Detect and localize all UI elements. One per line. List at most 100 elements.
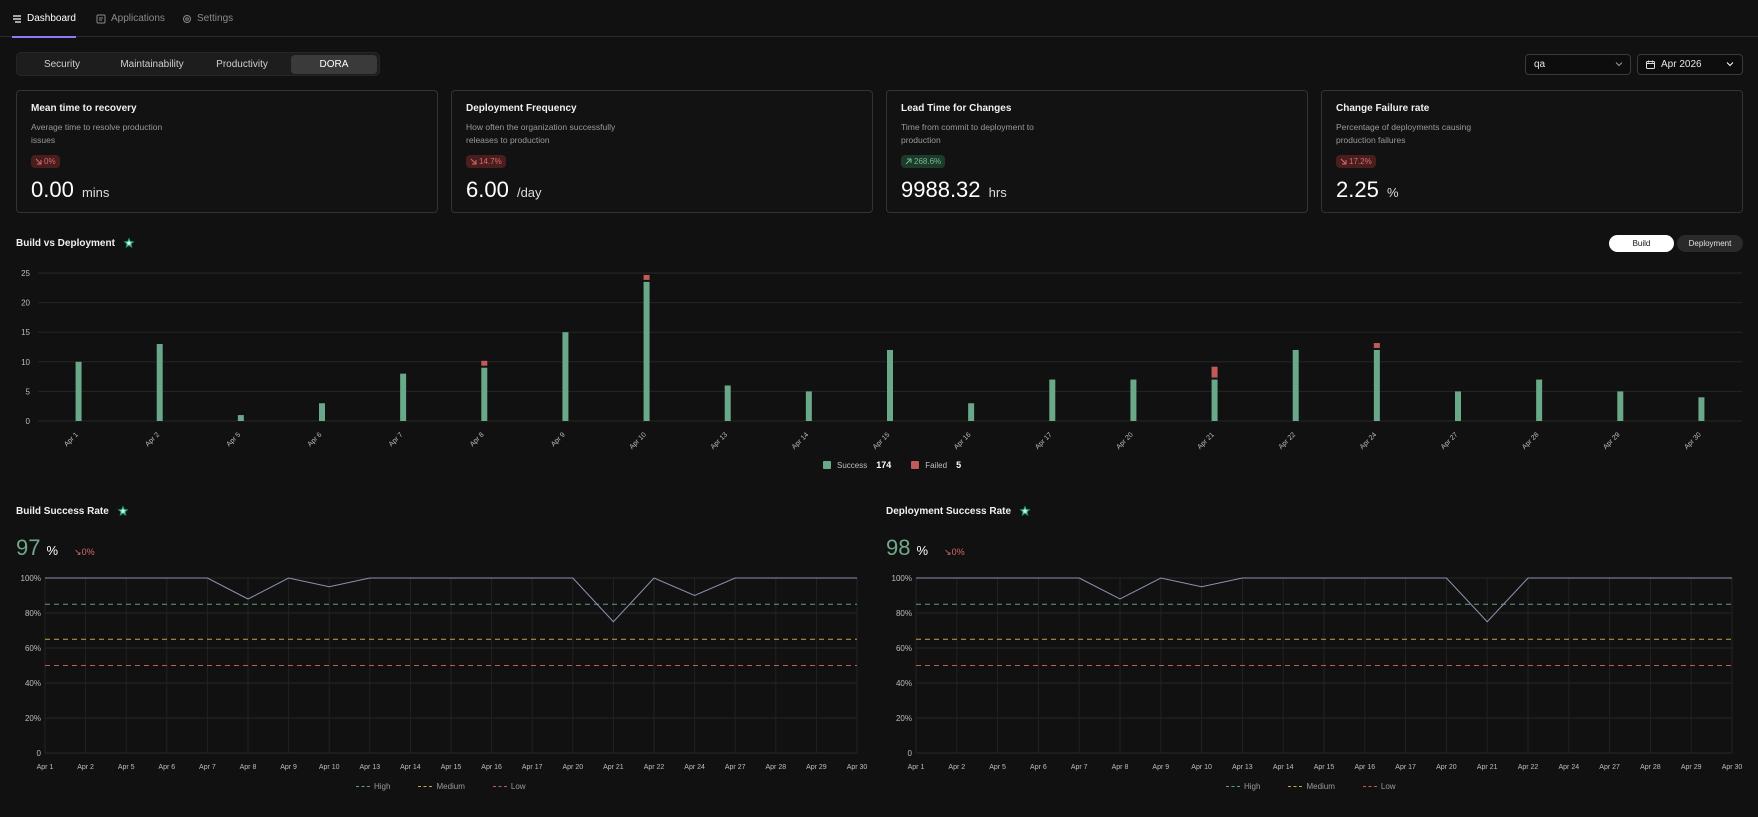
applications-icon	[96, 14, 106, 23]
x-tick-label: Apr 8	[240, 764, 257, 771]
legend-swatch-success	[823, 461, 831, 469]
y-tick-label: 20%	[25, 714, 41, 723]
x-tick-label: Apr 20	[1115, 431, 1135, 450]
environment-select[interactable]: qa	[1525, 54, 1631, 75]
subtab-security[interactable]: Security	[43, 59, 81, 70]
trend-value: 17.2%	[1349, 157, 1372, 166]
legend-high: High	[1226, 782, 1260, 791]
bar-failed	[1211, 366, 1218, 378]
x-tick-label: Apr 8	[469, 431, 486, 448]
month-select[interactable]: Apr 2026	[1637, 54, 1743, 75]
bar-success	[1698, 397, 1705, 421]
rate-unit: %	[46, 543, 59, 558]
deployment-success-rate-chart: 0 20% 40% 60% 80% 100% Apr 1 Apr 2 Apr 5 Apr 6 Apr…	[892, 574, 1743, 771]
build-success-rate-chart: 0 20% 40% 60% 80% 100% Apr 1 Apr 2 Apr 5 Apr 6 Apr…	[21, 574, 868, 771]
card-description: Percentage of deployments causing produc…	[1336, 122, 1472, 145]
x-tick-label: Apr 10	[628, 431, 648, 450]
bar-success	[1617, 391, 1624, 421]
bar-success	[805, 391, 812, 421]
card-lead-time-for-changes: Lead Time for Changes Time from commit t…	[886, 90, 1308, 213]
y-tick-label: 5	[26, 387, 31, 396]
x-tick-label: Apr 30	[847, 764, 868, 771]
x-tick-label: Apr 14	[791, 431, 811, 450]
x-tick-label: Apr 2	[948, 764, 965, 771]
section-title-text: Build Success Rate	[16, 505, 109, 517]
y-tick-label: 100%	[21, 574, 41, 583]
tab-settings[interactable]: Settings	[182, 0, 233, 37]
tab-applications[interactable]: Applications	[96, 0, 165, 37]
legend-low-label: Low	[1380, 782, 1396, 791]
bar-success	[1536, 379, 1543, 421]
x-tick-label: Apr 13	[1232, 764, 1253, 771]
metric-unit: hrs	[988, 185, 1007, 200]
x-tick-label: Apr 17	[522, 764, 543, 771]
y-tick-label: 80%	[896, 609, 912, 618]
subtab-dora[interactable]: DORA	[291, 55, 377, 74]
x-tick-label: Apr 9	[550, 431, 567, 448]
legend-high: High	[356, 782, 390, 791]
x-tick-label: Apr 14	[400, 764, 421, 771]
x-tick-label: Apr 20	[1436, 764, 1457, 771]
trend-badge: 14.7%	[466, 155, 506, 168]
x-tick-label: Apr 21	[1477, 764, 1498, 771]
build-vs-deployment-chart: 0 5 10 15 20 25 Apr 1 Apr 2 Apr 5 Apr 6 Apr 7 Apr 8…	[21, 269, 1742, 450]
rate-number: 97	[16, 535, 41, 560]
y-tick-label: 0	[908, 749, 913, 758]
success-rate-line	[916, 577, 1732, 623]
x-tick-label: Apr 16	[953, 431, 973, 450]
x-tick-label: Apr 21	[1196, 431, 1216, 450]
metric-number: 6.00	[466, 177, 509, 202]
top-nav: Dashboard Applications Settings	[0, 0, 1758, 38]
tab-dashboard-label: Dashboard	[27, 13, 76, 24]
x-tick-label: Apr 1	[37, 764, 54, 771]
legend-high-label: High	[1244, 782, 1261, 791]
legend-swatch-failed	[911, 461, 920, 469]
x-tick-label: Apr 7	[388, 431, 405, 448]
x-tick-label: Apr 22	[1278, 431, 1298, 450]
x-tick-label: Apr 16	[481, 764, 502, 771]
metric-unit: %	[1386, 185, 1399, 200]
bar-success	[1130, 379, 1137, 421]
x-tick-label: Apr 29	[1602, 431, 1622, 450]
deployment-success-rate-title: Deployment Success Rate	[886, 505, 1031, 517]
section-title-text: Build vs Deployment	[16, 237, 115, 249]
x-tick-label: Apr 1	[908, 764, 925, 771]
section-title-text: Deployment Success Rate	[886, 505, 1012, 517]
legend-failed-label: Failed	[925, 460, 948, 470]
rate-delta-value: 0%	[951, 547, 965, 557]
x-tick-label: Apr 9	[1152, 764, 1169, 771]
trend-badge: 17.2%	[1336, 155, 1376, 168]
card-deployment-frequency: Deployment Frequency How often the organ…	[451, 90, 873, 213]
y-tick-label: 60%	[896, 644, 912, 653]
card-title: Deployment Frequency	[466, 103, 577, 114]
metric-value: 6.00 /day	[466, 177, 542, 203]
x-tick-label: Apr 6	[158, 764, 175, 771]
metric-value: 9988.32 hrs	[901, 177, 1007, 203]
rate-unit: %	[916, 543, 929, 558]
tab-dashboard[interactable]: Dashboard	[12, 0, 76, 38]
deployment-success-rate-value: 98 % ↘0%	[886, 535, 965, 561]
trend-value: 0%	[44, 157, 56, 166]
x-tick-label: Apr 5	[989, 764, 1006, 771]
toggle-deployment[interactable]: Deployment	[1677, 235, 1743, 252]
card-title: Lead Time for Changes	[901, 103, 1012, 114]
x-tick-label: Apr 24	[1359, 431, 1379, 450]
x-tick-label: Apr 27	[725, 764, 746, 771]
toggle-build[interactable]: Build	[1609, 235, 1674, 252]
bar-success	[724, 385, 731, 421]
x-tick-label: Apr 15	[1314, 764, 1335, 771]
x-tick-label: Apr 22	[644, 764, 665, 771]
star-badge-icon	[123, 237, 135, 248]
subtab-productivity[interactable]: Productivity	[216, 59, 268, 70]
x-tick-label: Apr 5	[225, 431, 242, 448]
x-tick-label: Apr 5	[118, 764, 135, 771]
x-tick-label: Apr 13	[359, 764, 380, 771]
bar-failed	[481, 360, 488, 366]
x-tick-label: Apr 28	[765, 764, 786, 771]
metric-number: 0.00	[31, 177, 74, 202]
metric-value: 0.00 mins	[31, 177, 109, 203]
star-badge-icon	[1019, 505, 1031, 516]
subtab-maintainability[interactable]: Maintainability	[120, 59, 184, 70]
x-tick-label: Apr 20	[562, 764, 583, 771]
bar-success	[75, 361, 82, 421]
